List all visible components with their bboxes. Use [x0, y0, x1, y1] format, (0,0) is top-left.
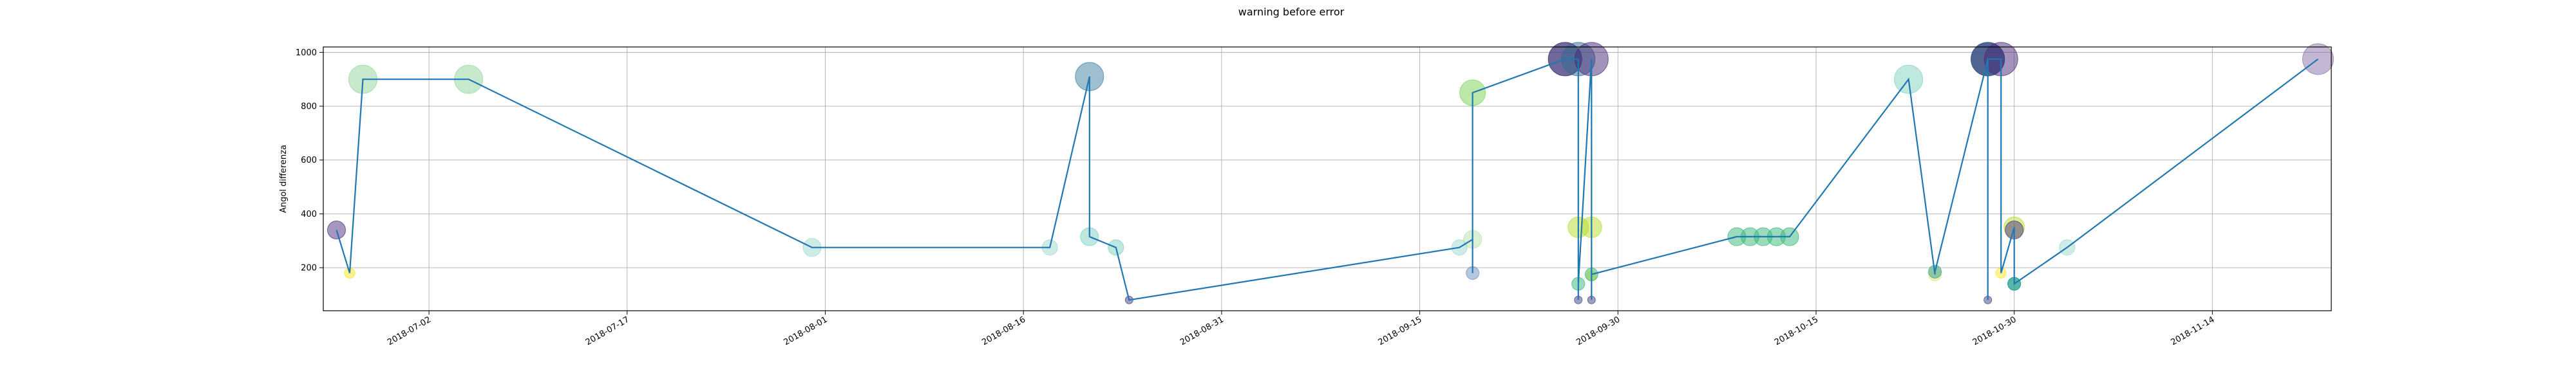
- y-tick-label: 200: [301, 264, 317, 273]
- x-tick-label: 2018-09-15: [1377, 315, 1424, 347]
- scatter-points: [327, 42, 2334, 304]
- plot-frame: [323, 46, 2332, 311]
- y-axis-label: Angol differenza: [279, 145, 289, 213]
- y-axis: 200 400 600 800 1000: [296, 48, 323, 273]
- x-tick-label: 2018-08-01: [782, 315, 829, 347]
- chart-title: warning before error: [1238, 6, 1345, 18]
- x-tick-label: 2018-07-17: [584, 315, 631, 347]
- y-tick-label: 1000: [296, 48, 317, 58]
- x-tick-label: 2018-10-30: [1971, 315, 2018, 347]
- y-tick-label: 400: [301, 210, 317, 219]
- x-tick-label: 2018-07-02: [386, 315, 433, 347]
- data-point: [327, 220, 346, 239]
- x-axis: 2018-07-02 2018-07-17 2018-08-01 2018-08-16…: [386, 311, 2216, 347]
- series-line: [336, 58, 2319, 301]
- x-tick-label: 2018-09-30: [1575, 315, 1622, 347]
- x-tick-label: 2018-11-14: [2169, 315, 2216, 347]
- grid: [323, 47, 2331, 311]
- y-tick-label: 600: [301, 156, 317, 165]
- x-tick-label: 2018-10-15: [1773, 315, 1820, 347]
- y-tick-label: 800: [301, 102, 317, 112]
- x-tick-label: 2018-08-16: [980, 315, 1027, 347]
- x-tick-label: 2018-08-31: [1179, 315, 1226, 347]
